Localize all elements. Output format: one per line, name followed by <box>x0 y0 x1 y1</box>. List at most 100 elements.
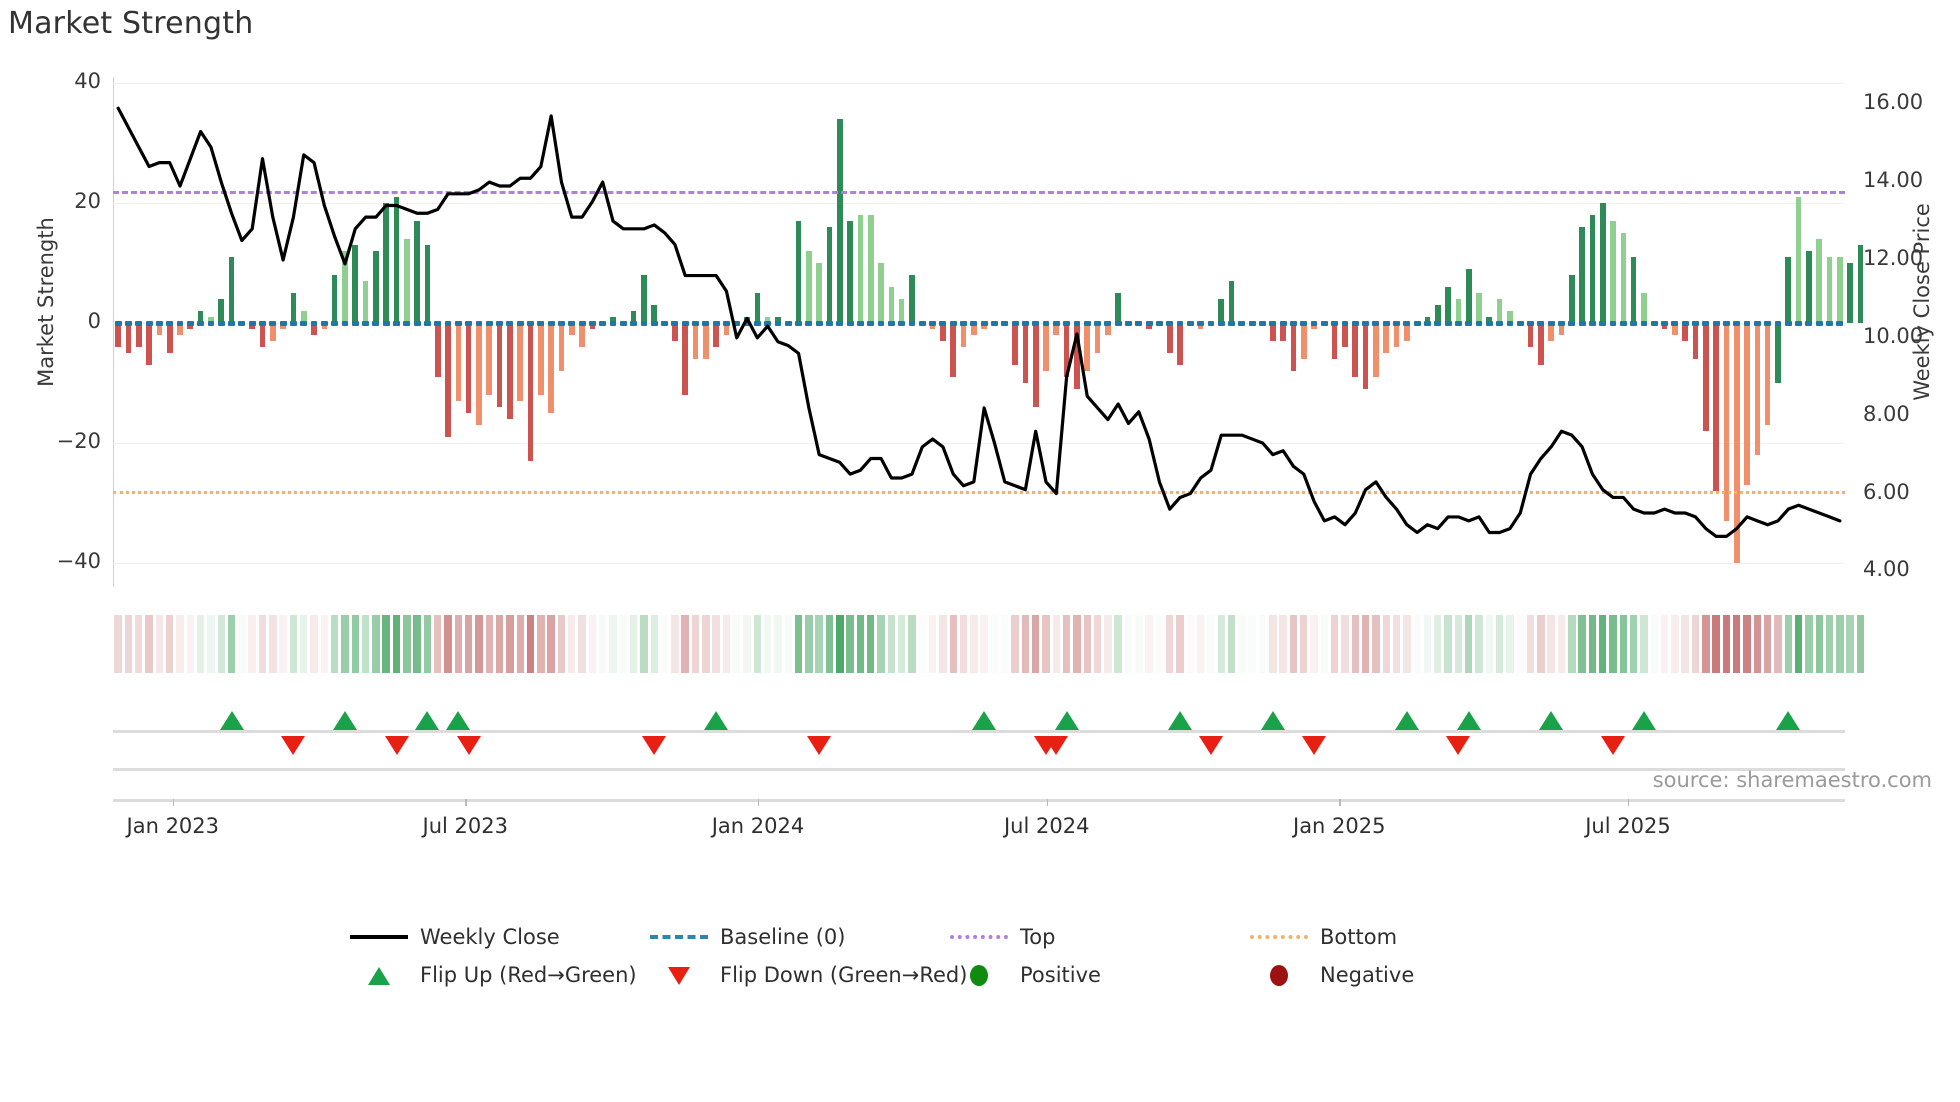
strength-bar <box>867 215 874 323</box>
baseline-segment <box>341 320 349 326</box>
legend-item[interactable]: Flip Down (Green→Red) <box>650 963 967 987</box>
strength-bar <box>1641 293 1647 323</box>
strength-bar <box>208 317 214 323</box>
legend-item[interactable]: Flip Up (Red→Green) <box>350 963 637 987</box>
heatmap-cell <box>1403 615 1411 673</box>
baseline-segment <box>331 320 339 326</box>
heatmap-cell <box>1073 615 1081 673</box>
baseline-segment <box>1094 320 1101 326</box>
heatmap-cell <box>598 615 607 673</box>
baseline-segment <box>980 320 988 326</box>
strength-bar <box>651 305 658 323</box>
strength-bar <box>1373 323 1379 377</box>
baseline-segment <box>114 320 122 326</box>
baseline-segment <box>269 320 277 326</box>
baseline-segment <box>207 320 215 326</box>
heatmap-cell <box>1495 615 1504 673</box>
top-line-icon <box>950 935 1008 939</box>
baseline-segment <box>960 320 967 326</box>
flip-up-marker <box>1631 711 1656 730</box>
strength-bar <box>682 323 688 395</box>
baseline-segment <box>197 320 205 326</box>
heatmap-cell <box>867 615 875 673</box>
strength-bar <box>1166 323 1173 353</box>
strength-bar <box>1548 323 1554 341</box>
heatmap-cell <box>1382 615 1390 673</box>
heatmap-cell <box>547 615 555 673</box>
baseline-segment <box>1413 320 1421 326</box>
strength-bar <box>1063 323 1070 377</box>
heatmap-cell <box>794 615 803 673</box>
baseline-segment <box>1104 320 1112 326</box>
baseline-segment <box>1516 320 1524 326</box>
baseline-segment <box>805 320 813 326</box>
baseline-segment <box>702 320 710 326</box>
heatmap-cell <box>516 615 524 673</box>
baseline-segment <box>516 320 524 326</box>
heatmap-cell <box>1640 615 1648 673</box>
baseline-segment <box>558 320 565 326</box>
strength-bar <box>249 323 255 329</box>
heatmap-cell <box>351 615 359 673</box>
baseline-segment <box>733 320 741 326</box>
baseline-segment <box>228 320 235 326</box>
strength-bar <box>548 323 554 413</box>
strength-bar <box>1476 293 1482 323</box>
flip-up-marker <box>1456 711 1481 730</box>
baseline-segment <box>135 320 143 326</box>
legend-item[interactable]: Negative <box>1250 963 1414 987</box>
strength-bar <box>1084 323 1091 371</box>
strength-bar <box>135 323 142 347</box>
heatmap-cell <box>1774 615 1782 673</box>
baseline-segment <box>1362 320 1370 326</box>
heatmap-cell <box>1217 615 1225 673</box>
x-tick-mark <box>1627 799 1630 806</box>
baseline-segment <box>403 320 411 326</box>
baseline-segment <box>1114 320 1122 326</box>
baseline-segment <box>537 320 545 326</box>
heatmap-cell <box>1588 615 1597 673</box>
flip-up-marker <box>1776 711 1801 730</box>
y-tick-right: 16.00 <box>1863 90 1924 115</box>
left-spine <box>113 77 115 587</box>
heatmap-cell <box>341 615 349 673</box>
heatmap-cell <box>248 615 256 673</box>
heatmap-cell <box>537 615 545 673</box>
x-tick-mark <box>757 799 760 806</box>
strength-bar <box>1630 257 1637 323</box>
strength-bar <box>527 323 534 461</box>
flip-up-marker <box>219 711 244 730</box>
baseline-segment <box>929 320 937 326</box>
heatmap-cell <box>1279 615 1287 673</box>
heatmap-cell <box>1454 615 1463 673</box>
flip-down-marker <box>456 736 481 755</box>
heatmap-cell <box>279 615 287 673</box>
legend-item[interactable]: Weekly Close <box>350 925 560 949</box>
heatmap-cell <box>382 615 390 673</box>
heatmap-cell <box>392 615 401 673</box>
strength-bar <box>1558 323 1565 335</box>
legend-item[interactable]: Positive <box>950 963 1101 987</box>
legend-item[interactable]: Baseline (0) <box>650 925 845 949</box>
baseline-segment <box>424 320 431 326</box>
heatmap-cell <box>1568 615 1576 673</box>
heatmap-cell <box>1753 615 1762 673</box>
baseline-segment <box>1434 320 1442 326</box>
baseline-segment <box>248 320 256 326</box>
strength-bar <box>1568 275 1575 323</box>
legend-item[interactable]: Top <box>950 925 1055 949</box>
strength-bar <box>496 323 503 407</box>
flip-up-marker <box>415 711 440 730</box>
baseline-segment <box>1578 320 1586 326</box>
flip-up-marker <box>1054 711 1079 730</box>
strength-bar <box>981 323 987 329</box>
strength-bar <box>1197 323 1204 329</box>
legend-item[interactable]: Bottom <box>1250 925 1397 949</box>
strength-bar <box>393 197 400 323</box>
baseline-segment <box>1155 320 1163 326</box>
main-plot-area: 40 20 0 −20 −40 16.00 14.00 12.00 10.00 8.00 6.00… <box>57 69 1923 587</box>
heatmap-cell <box>1681 615 1689 673</box>
y-axis-right-label: Weekly Close Price <box>1910 203 1934 401</box>
strength-bar <box>507 323 513 419</box>
baseline-segment <box>217 320 225 326</box>
